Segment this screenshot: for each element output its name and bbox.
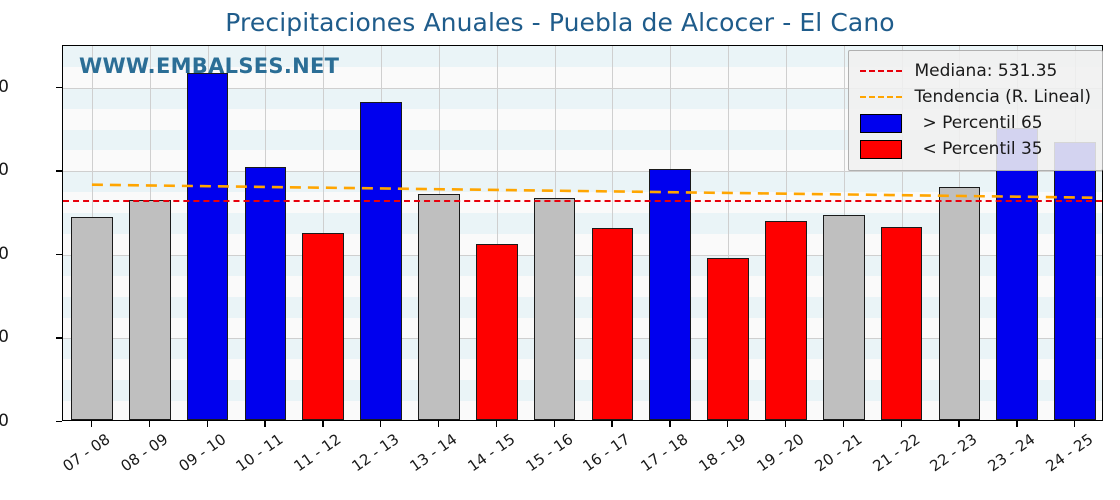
background-band: [63, 171, 1102, 193]
legend: Mediana: 531.35 Tendencia (R. Lineal) > Pe…: [847, 50, 1103, 171]
x-axis-tick-label: 15 - 16: [522, 430, 576, 476]
x-axis-tick-mark: [611, 421, 613, 427]
x-axis-tick-mark: [958, 421, 960, 427]
y-axis-tick-label: 600: [0, 160, 9, 181]
gridline-vertical: [497, 46, 498, 420]
legend-item[interactable]: > Percentil 65: [859, 110, 1092, 136]
legend-dashed-line-icon: [859, 96, 902, 98]
bar[interactable]: [418, 194, 460, 420]
bar[interactable]: [880, 227, 923, 420]
x-axis-tick-label: 07 - 08: [59, 430, 114, 476]
legend-item[interactable]: Tendencia (R. Lineal): [859, 84, 1092, 110]
bar[interactable]: [244, 166, 287, 420]
x-axis-tick-mark: [784, 421, 787, 427]
x-axis-tick-label: 23 - 24: [984, 430, 1039, 476]
x-axis-tick-mark: [322, 421, 324, 427]
gridline-horizontal: [63, 254, 1102, 256]
legend-item-label: < Percentil 35: [922, 139, 1043, 159]
bar[interactable]: [707, 257, 749, 420]
bar[interactable]: [302, 232, 345, 420]
x-axis-tick-mark: [206, 421, 208, 427]
legend-item-label: Mediana: 531.35: [914, 61, 1058, 81]
trend-line: [63, 46, 1102, 420]
x-axis-tick-mark: [727, 421, 729, 427]
x-axis-tick-mark: [495, 421, 498, 427]
legend-dashed-line-icon: [859, 70, 902, 72]
y-axis-tick-label: 400: [0, 243, 9, 264]
x-axis-tick-mark: [669, 421, 671, 427]
y-axis-tick-label: 800: [0, 76, 9, 97]
x-axis-tick-mark: [380, 421, 382, 427]
bar[interactable]: [360, 102, 402, 420]
bar[interactable]: [822, 214, 865, 420]
bar[interactable]: [71, 216, 113, 420]
bar[interactable]: [533, 197, 576, 420]
x-axis-tick-mark: [553, 421, 555, 427]
x-axis-tick-mark: [1016, 421, 1018, 427]
gridline-horizontal: [63, 338, 1102, 340]
x-axis-tick-mark: [148, 421, 151, 427]
gridline-horizontal: [63, 171, 1102, 173]
x-axis-tick-label: 17 - 18: [637, 430, 692, 476]
bar[interactable]: [128, 200, 171, 420]
x-axis-tick-mark: [437, 421, 440, 427]
legend-color-swatch-icon: [859, 113, 902, 133]
x-axis-tick-label: 09 - 10: [175, 430, 229, 476]
x-axis-tick-label: 18 - 19: [695, 430, 750, 476]
x-axis-tick-label: 16 - 17: [579, 430, 634, 476]
legend-item-label: Tendencia (R. Lineal): [914, 87, 1092, 107]
background-band: [63, 46, 1102, 67]
x-axis-tick-label: 12 - 13: [348, 430, 403, 476]
y-axis-tick-mark: [56, 421, 62, 423]
bar[interactable]: [996, 127, 1039, 420]
bar[interactable]: [1054, 142, 1096, 420]
y-axis-tick-label: 0: [0, 411, 9, 431]
x-axis-tick-mark: [842, 421, 845, 427]
legend-item[interactable]: < Percentil 35: [859, 136, 1092, 162]
background-band: [63, 129, 1102, 151]
median-line: [63, 200, 1102, 202]
page-title: Precipitaciones Anuales - Puebla de Alco…: [225, 8, 895, 37]
x-axis-tick-label: 10 - 11: [232, 430, 287, 476]
x-axis-tick-mark: [264, 421, 266, 427]
bar[interactable]: [765, 221, 807, 420]
x-axis-tick-label: 13 - 14: [406, 430, 461, 476]
x-axis-tick-label: 21 - 22: [869, 430, 923, 476]
x-axis-tick-label: 24 - 25: [1042, 430, 1097, 476]
legend-item-label: > Percentil 65: [922, 113, 1043, 133]
bar[interactable]: [475, 244, 518, 420]
legend-color-swatch-icon: [859, 139, 902, 159]
gridline-vertical: [728, 46, 729, 420]
bar[interactable]: [938, 187, 981, 420]
x-axis-tick-label: 14 - 15: [464, 430, 519, 476]
x-axis-tick-mark: [1074, 421, 1076, 427]
x-axis-tick-label: 20 - 21: [811, 430, 866, 476]
x-axis-tick-label: 11 - 12: [290, 430, 345, 476]
y-axis-tick-label: 200: [0, 327, 9, 348]
y-axis-tick-mark: [56, 337, 62, 339]
x-axis-tick-mark: [900, 421, 902, 427]
watermark-label: WWW.EMBALSES.NET: [79, 54, 340, 78]
x-axis-tick-label: 19 - 20: [753, 430, 808, 476]
y-axis-tick-mark: [56, 170, 62, 172]
y-axis-tick-mark: [56, 86, 62, 89]
x-axis-tick-mark: [90, 421, 93, 427]
bar[interactable]: [649, 169, 692, 420]
bar[interactable]: [186, 73, 229, 420]
x-axis-tick-label: 22 - 23: [926, 430, 981, 476]
legend-item[interactable]: Mediana: 531.35: [859, 58, 1092, 84]
gridline-horizontal: [63, 87, 1102, 89]
x-axis-tick-label: 08 - 09: [117, 430, 172, 476]
background-band: [63, 87, 1102, 109]
y-axis-tick-mark: [56, 253, 62, 256]
bar[interactable]: [591, 228, 634, 420]
